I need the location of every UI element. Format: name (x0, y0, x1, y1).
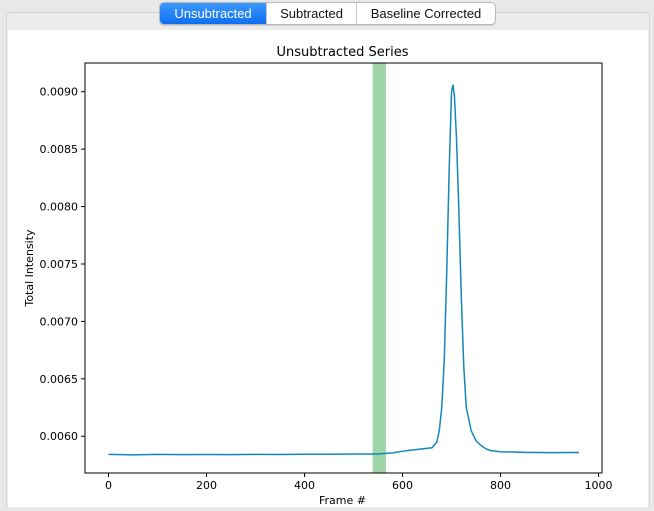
x-tick-label: 1000 (585, 479, 613, 492)
y-tick-label: 0.0080 (40, 201, 79, 214)
x-tick-label: 0 (105, 479, 112, 492)
y-tick-label: 0.0065 (40, 373, 79, 386)
y-tick-label: 0.0075 (40, 258, 79, 271)
x-axis: 0 200 400 600 800 1000 (105, 473, 613, 492)
series-line (108, 84, 579, 456)
tab-baseline-corrected[interactable]: Baseline Corrected (356, 3, 495, 24)
x-tick-label: 400 (294, 479, 315, 492)
plot-border (84, 62, 603, 474)
plot-canvas[interactable]: Unsubtracted Series 0 200 400 600 800 1000 0.… (8, 30, 648, 507)
x-tick-label: 600 (392, 479, 413, 492)
y-tick-label: 0.0090 (40, 86, 79, 99)
x-tick-label: 200 (196, 479, 217, 492)
tab-subtracted[interactable]: Subtracted (266, 3, 356, 24)
y-tick-label: 0.0070 (40, 315, 79, 328)
y-tick-label: 0.0060 (40, 430, 79, 443)
x-axis-label: Frame # (319, 494, 366, 507)
y-tick-label: 0.0085 (40, 143, 79, 156)
plot-area (85, 63, 602, 473)
chart-title: Unsubtracted Series (276, 45, 408, 60)
selected-frame-range[interactable] (372, 63, 386, 473)
y-axis: 0.0060 0.0065 0.0070 0.0075 0.0080 0.0085 0.00… (40, 86, 85, 443)
x-tick-label: 800 (490, 479, 511, 492)
series-chart: Unsubtracted Series 0 200 400 600 800 1000 0.… (23, 45, 613, 507)
y-axis-label: Total Intensity (23, 229, 36, 308)
tab-unsubtracted[interactable]: Unsubtracted (160, 3, 266, 24)
plot-type-segmented-control[interactable]: Unsubtracted Subtracted Baseline Correct… (159, 2, 496, 25)
